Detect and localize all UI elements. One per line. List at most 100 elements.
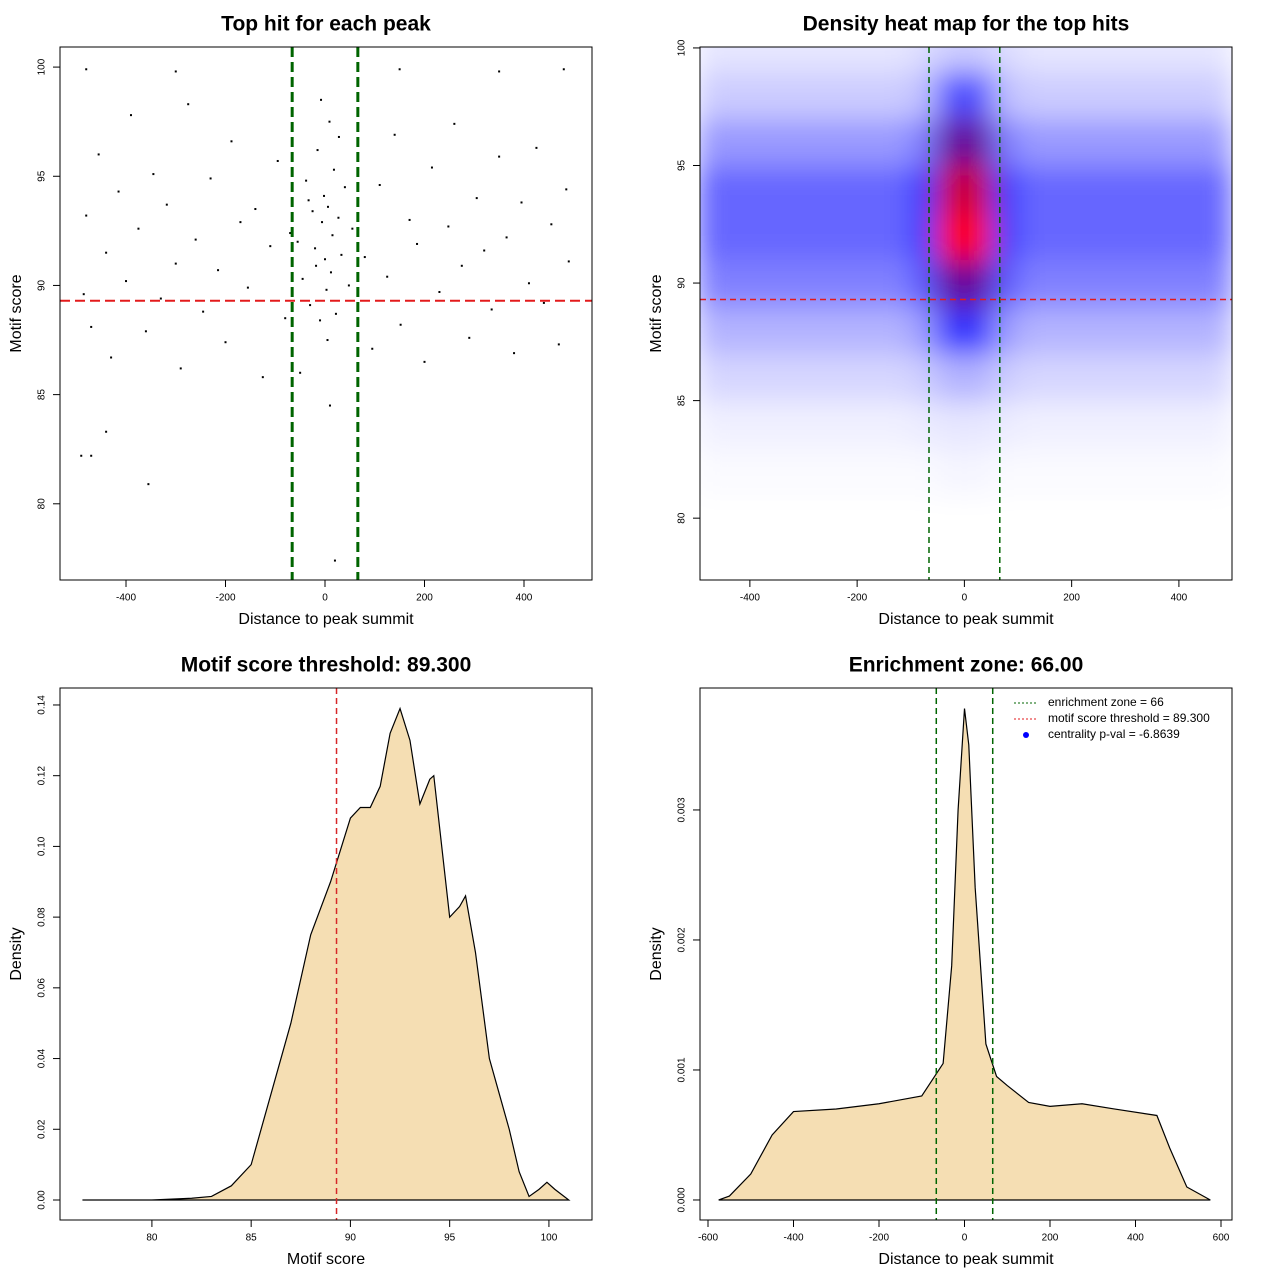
heat-cell bbox=[1098, 400, 1126, 449]
point bbox=[179, 367, 182, 370]
point bbox=[85, 68, 88, 71]
heat-cell bbox=[991, 306, 1019, 355]
y-tick-label: 0.003 bbox=[677, 797, 688, 822]
heat-cell bbox=[803, 353, 831, 402]
point bbox=[325, 288, 328, 291]
heat-cell bbox=[883, 212, 912, 261]
point bbox=[562, 68, 565, 71]
heat-cell bbox=[857, 47, 885, 72]
heat-cell bbox=[700, 47, 724, 72]
point bbox=[165, 203, 168, 206]
point bbox=[289, 232, 292, 235]
heat-cell bbox=[723, 47, 751, 72]
point bbox=[209, 177, 212, 180]
point bbox=[468, 336, 471, 339]
heat-cell bbox=[857, 541, 885, 580]
heat-cell bbox=[723, 541, 751, 580]
point bbox=[329, 271, 332, 274]
x-tick-label: -400 bbox=[116, 593, 136, 604]
heat-cell bbox=[803, 165, 831, 214]
plot-area bbox=[718, 688, 1211, 1220]
point bbox=[261, 376, 264, 379]
legend-label: enrichment zone = 66 bbox=[1048, 695, 1164, 709]
y-tick-label: 0.02 bbox=[37, 1119, 48, 1139]
y-tick-label: 90 bbox=[37, 279, 48, 291]
heat-cell bbox=[776, 541, 805, 580]
point bbox=[527, 282, 530, 285]
heat-cell bbox=[1152, 165, 1180, 214]
heat-cell bbox=[776, 306, 805, 355]
heat-cell bbox=[1152, 47, 1180, 72]
heat-cell bbox=[1152, 118, 1180, 166]
heat-cell bbox=[803, 47, 831, 72]
heat-cell bbox=[700, 306, 724, 355]
point bbox=[557, 343, 560, 346]
heat-cell bbox=[937, 118, 965, 166]
heat-cell bbox=[1071, 71, 1099, 119]
heat-cell bbox=[1205, 447, 1232, 496]
plot-box bbox=[699, 46, 1233, 581]
heat-cell bbox=[1178, 447, 1207, 496]
heat-cell bbox=[1018, 400, 1046, 449]
x-tick-label: 95 bbox=[444, 1233, 456, 1244]
heat-cell bbox=[1205, 353, 1232, 402]
heat-cell bbox=[991, 494, 1019, 543]
heat-cell bbox=[700, 259, 724, 308]
point bbox=[105, 251, 108, 254]
point bbox=[324, 258, 327, 261]
x-tick-label: 400 bbox=[1127, 1233, 1144, 1244]
plot-box bbox=[59, 46, 593, 581]
point bbox=[187, 103, 190, 106]
heat-cell bbox=[1018, 494, 1046, 543]
heat-cell bbox=[1152, 541, 1180, 580]
heat-cell bbox=[1071, 47, 1099, 72]
point bbox=[82, 293, 85, 296]
heat-cell bbox=[1125, 400, 1153, 449]
heat-cell bbox=[749, 306, 778, 355]
heat-cell bbox=[700, 400, 724, 449]
point bbox=[513, 352, 516, 355]
heat-cell bbox=[857, 353, 885, 402]
chart-title: Density heat map for the top hits bbox=[803, 13, 1130, 36]
heat-cell bbox=[857, 71, 885, 119]
heat-cell bbox=[991, 47, 1019, 72]
legend-label: centrality p-val = -6.8639 bbox=[1048, 727, 1180, 741]
heat-cell bbox=[991, 212, 1019, 261]
heat-cell bbox=[937, 541, 965, 580]
point bbox=[296, 240, 299, 243]
heat-cell bbox=[1044, 71, 1073, 119]
point bbox=[315, 264, 318, 267]
heat-cell bbox=[749, 165, 778, 214]
point bbox=[340, 253, 343, 256]
heat-cell bbox=[700, 447, 724, 496]
point bbox=[319, 319, 322, 322]
heat-cell bbox=[830, 353, 858, 402]
heat-cell bbox=[1152, 400, 1180, 449]
x-tick-label: 85 bbox=[246, 1233, 258, 1244]
heat-cell bbox=[1044, 259, 1073, 308]
point bbox=[321, 221, 324, 224]
point bbox=[246, 286, 249, 289]
heat-cell bbox=[776, 47, 805, 72]
y-tick-label: 85 bbox=[677, 395, 688, 407]
heat-cell bbox=[1152, 306, 1180, 355]
point bbox=[269, 245, 272, 248]
heat-cell bbox=[776, 494, 805, 543]
heat-cell bbox=[723, 71, 751, 119]
heat-cell bbox=[1098, 165, 1126, 214]
heat-cell bbox=[1071, 118, 1099, 166]
x-tick-label: 200 bbox=[1042, 1233, 1059, 1244]
point bbox=[347, 284, 350, 287]
y-tick-label: 0.10 bbox=[37, 836, 48, 856]
heat-cell bbox=[964, 47, 992, 72]
y-tick-label: 0.04 bbox=[37, 1048, 48, 1068]
heat-cell bbox=[883, 541, 912, 580]
heat-cell bbox=[749, 71, 778, 119]
heat-cell bbox=[803, 400, 831, 449]
heat-cell bbox=[776, 353, 805, 402]
density-area bbox=[82, 706, 571, 1201]
y-axis-label: Motif score bbox=[648, 274, 665, 352]
heat-cell bbox=[964, 400, 992, 449]
point bbox=[307, 199, 310, 202]
